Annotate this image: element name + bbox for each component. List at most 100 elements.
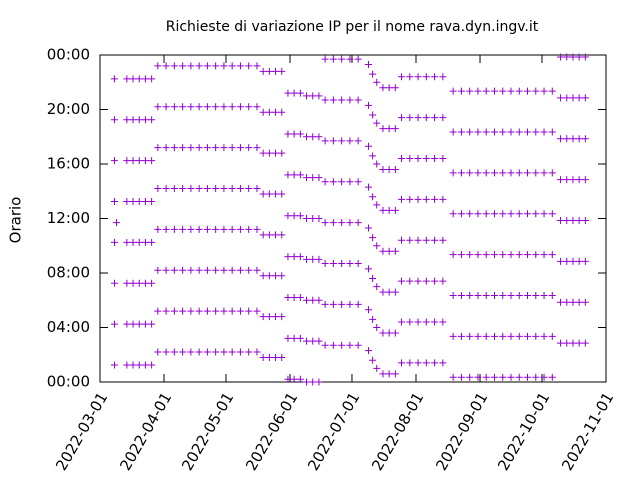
point [449,332,457,340]
point [532,332,540,340]
point [228,185,236,193]
point [422,114,430,122]
point [422,236,430,244]
point [338,178,346,186]
point [540,291,548,299]
point [148,197,156,205]
point [220,62,228,70]
point [474,291,482,299]
point [290,375,298,383]
point [123,75,131,83]
point [321,341,329,349]
point [148,320,156,328]
point [220,225,228,233]
point [315,255,323,263]
point [303,133,311,141]
point [449,291,457,299]
point [278,190,286,198]
point [129,75,137,83]
point [422,318,430,326]
point [284,212,292,220]
point [321,137,329,145]
y-tick-label: 04:00 [47,318,90,336]
point [569,339,577,347]
point [162,103,170,111]
point [466,128,474,136]
point [278,313,286,321]
point [346,259,354,267]
point [245,144,253,152]
point [548,291,556,299]
point [123,320,131,328]
point [482,291,490,299]
point [338,96,346,104]
point [398,359,406,367]
point [187,103,195,111]
point [569,94,577,102]
point [431,195,439,203]
point [391,370,399,378]
point [379,84,387,92]
point [385,247,393,255]
point [507,332,515,340]
point [110,157,118,165]
point [532,169,540,177]
point [110,279,118,287]
point [364,183,372,191]
point [379,165,387,173]
point [369,356,377,364]
point [236,348,244,356]
point [364,61,372,69]
point [369,315,377,323]
point [123,157,131,165]
point [563,217,571,225]
point [141,238,149,246]
point [466,87,474,95]
point [290,294,298,302]
point [129,116,137,124]
point [129,320,137,328]
x-tick-label: 2022-07-01 [304,389,363,474]
point [329,341,337,349]
point [449,128,457,136]
point [346,341,354,349]
point [524,169,532,177]
point [162,307,170,315]
point [369,274,377,282]
point [315,215,323,222]
point [162,144,170,152]
point [457,128,465,136]
point [515,169,523,177]
point [187,348,195,356]
point [265,313,273,321]
point [110,361,118,369]
point [338,55,346,63]
point [532,251,540,259]
point [406,73,414,81]
point [548,169,556,177]
point [220,348,228,356]
point [179,307,187,315]
point [391,329,399,337]
point [148,157,156,165]
point [364,347,372,355]
point [179,266,187,274]
point [110,320,118,328]
point [315,337,323,345]
point [253,348,261,356]
point [187,62,195,70]
point [338,137,346,145]
point [499,251,507,259]
point [296,89,304,97]
point [474,251,482,259]
point [581,53,589,61]
point [245,348,253,356]
point [431,73,439,81]
point [457,87,465,95]
point [581,257,589,265]
point [265,149,273,157]
y-tick-label: 08:00 [47,264,90,282]
point [466,332,474,340]
point [457,291,465,299]
point [354,259,362,267]
